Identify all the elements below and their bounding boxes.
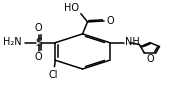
Text: O: O [107, 16, 114, 26]
Text: S: S [35, 38, 42, 48]
Text: Cl: Cl [49, 70, 58, 80]
Text: NH: NH [125, 37, 140, 47]
Text: O: O [35, 52, 42, 62]
Text: O: O [146, 54, 154, 64]
Text: O: O [35, 23, 42, 33]
Text: HO: HO [64, 3, 79, 13]
Text: H₂N: H₂N [3, 38, 21, 48]
